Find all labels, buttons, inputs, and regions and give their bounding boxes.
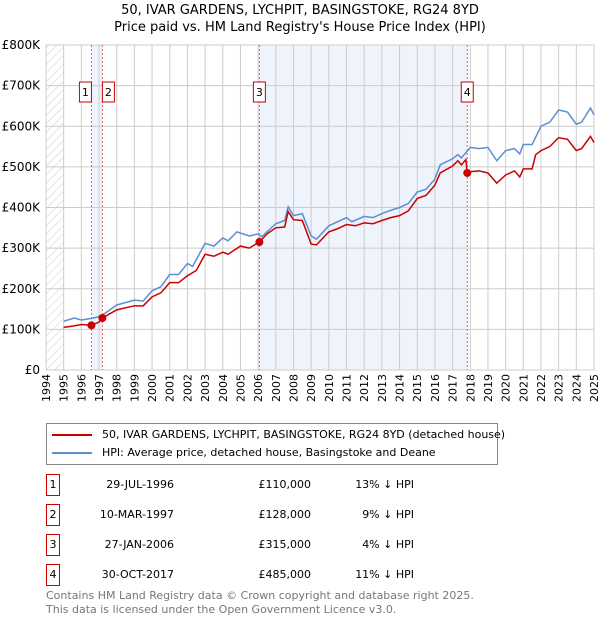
legend-label: HPI: Average price, detached house, Basi… <box>102 446 436 459</box>
y-tick-label: £800K <box>2 38 42 52</box>
sale-date: 27-JAN-2006 <box>104 538 174 551</box>
chart-title: 50, IVAR GARDENS, LYCHPIT, BASINGSTOKE, … <box>121 3 479 18</box>
x-tick-label: 2011 <box>341 374 354 402</box>
x-tick-label: 1999 <box>128 374 141 402</box>
x-tick-label: 2010 <box>323 374 336 402</box>
sale-badge: 1 <box>46 474 60 496</box>
y-tick-label: £0 <box>25 363 40 377</box>
x-tick-label: 2019 <box>482 374 495 402</box>
sale-hpi-diff: 11% ↓ HPI <box>355 568 414 581</box>
sale-point <box>255 238 264 247</box>
legend: 50, IVAR GARDENS, LYCHPIT, BASINGSTOKE, … <box>46 423 505 465</box>
y-tick-label: £600K <box>2 119 42 133</box>
sale-label: 4 <box>464 86 471 99</box>
sale-badge: 2 <box>46 504 60 526</box>
x-tick-label: 2014 <box>394 374 407 402</box>
x-tick-label: 2003 <box>199 374 212 402</box>
sale-badge: 4 <box>46 564 60 586</box>
sale-row: 1 29-JUL-1996 £110,000 13% ↓ HPI <box>46 474 446 496</box>
y-tick-label: £400K <box>2 201 42 215</box>
x-tick-label: 2007 <box>270 374 283 402</box>
sale-price: £110,000 <box>258 478 312 491</box>
series-line-price <box>63 135 595 329</box>
x-tick-label: 1996 <box>75 374 88 402</box>
sale-label-box <box>252 81 266 103</box>
sale-label-box <box>78 81 92 103</box>
y-tick-label: £700K <box>2 79 42 93</box>
x-tick-label: 1998 <box>111 374 124 402</box>
x-tick-label: 1994 <box>40 374 53 402</box>
sale-date: 29-JUL-1996 <box>106 478 174 491</box>
series-line-hpi <box>63 106 595 322</box>
sale-point <box>87 321 96 330</box>
x-tick-label: 2001 <box>164 374 177 402</box>
x-tick-label: 2021 <box>517 374 530 402</box>
y-tick-label: £300K <box>2 241 42 255</box>
sale-label: 2 <box>105 86 112 99</box>
sale-badge: 3 <box>46 534 60 556</box>
x-tick-label: 2020 <box>500 374 513 402</box>
y-tick-label: £200K <box>2 282 42 296</box>
chart-subtitle: Price paid vs. HM Land Registry's House … <box>114 20 486 35</box>
x-tick-label: 1997 <box>93 374 106 402</box>
sale-date: 10-MAR-1997 <box>99 508 174 521</box>
sale-price: £315,000 <box>258 538 312 551</box>
sale-label-box <box>101 81 115 103</box>
plot-area: 1994 1995 1996 1997 1998 1999 2000 2001 2002 2003… <box>2 38 600 402</box>
sale-date: 30-OCT-2017 <box>101 568 174 581</box>
sale-hpi-diff: 9% ↓ HPI <box>362 508 414 521</box>
x-tick-label: 2002 <box>181 374 194 402</box>
x-tick-label: 2016 <box>429 374 442 402</box>
x-tick-label: 2023 <box>553 374 566 402</box>
x-tick-label: 2008 <box>287 374 300 402</box>
sale-row: 2 10-MAR-1997 £128,000 9% ↓ HPI <box>46 504 446 526</box>
sale-label-box <box>460 81 474 103</box>
legend-item-price: 50, IVAR GARDENS, LYCHPIT, BASINGSTOKE, … <box>52 428 505 442</box>
x-tick-label: 2012 <box>358 374 371 402</box>
x-tick-label: 2006 <box>252 374 265 402</box>
sale-point <box>98 314 107 322</box>
sale-point <box>463 168 472 177</box>
x-tick-label: 2005 <box>234 374 247 402</box>
legend-label: 50, IVAR GARDENS, LYCHPIT, BASINGSTOKE, … <box>102 428 506 441</box>
x-tick-label: 2004 <box>217 374 230 402</box>
footer-line: This data is licensed under the Open Gov… <box>46 603 397 616</box>
footer-line: Contains HM Land Registry data © Crown c… <box>46 589 474 602</box>
legend-swatch-hpi <box>52 452 92 454</box>
x-tick-label: 2015 <box>411 374 424 402</box>
sale-price: £485,000 <box>258 568 312 581</box>
sale-row: 4 30-OCT-2017 £485,000 11% ↓ HPI <box>46 564 446 586</box>
sale-hpi-diff: 4% ↓ HPI <box>362 538 414 551</box>
y-tick-label: £100K <box>2 322 42 336</box>
x-tick-label: 2017 <box>447 374 460 402</box>
x-tick-label: 2000 <box>146 374 159 402</box>
x-tick-label: 1995 <box>58 374 71 402</box>
x-tick-label: 2024 <box>570 374 583 402</box>
x-tick-label: 2022 <box>535 374 548 402</box>
sale-label: 1 <box>82 86 89 99</box>
sale-hpi-diff: 13% ↓ HPI <box>355 478 414 491</box>
legend-swatch-price <box>52 434 92 436</box>
x-tick-label: 2018 <box>464 374 477 402</box>
y-tick-label: £500K <box>2 160 42 174</box>
x-tick-label: 2009 <box>305 374 318 402</box>
sale-row: 3 27-JAN-2006 £315,000 4% ↓ HPI <box>46 534 446 556</box>
legend-item-hpi: HPI: Average price, detached house, Basi… <box>52 446 436 460</box>
x-tick-label: 2025 <box>588 374 600 402</box>
sale-label: 3 <box>256 86 263 99</box>
sale-price: £128,000 <box>258 508 312 521</box>
x-tick-label: 2013 <box>376 374 389 402</box>
